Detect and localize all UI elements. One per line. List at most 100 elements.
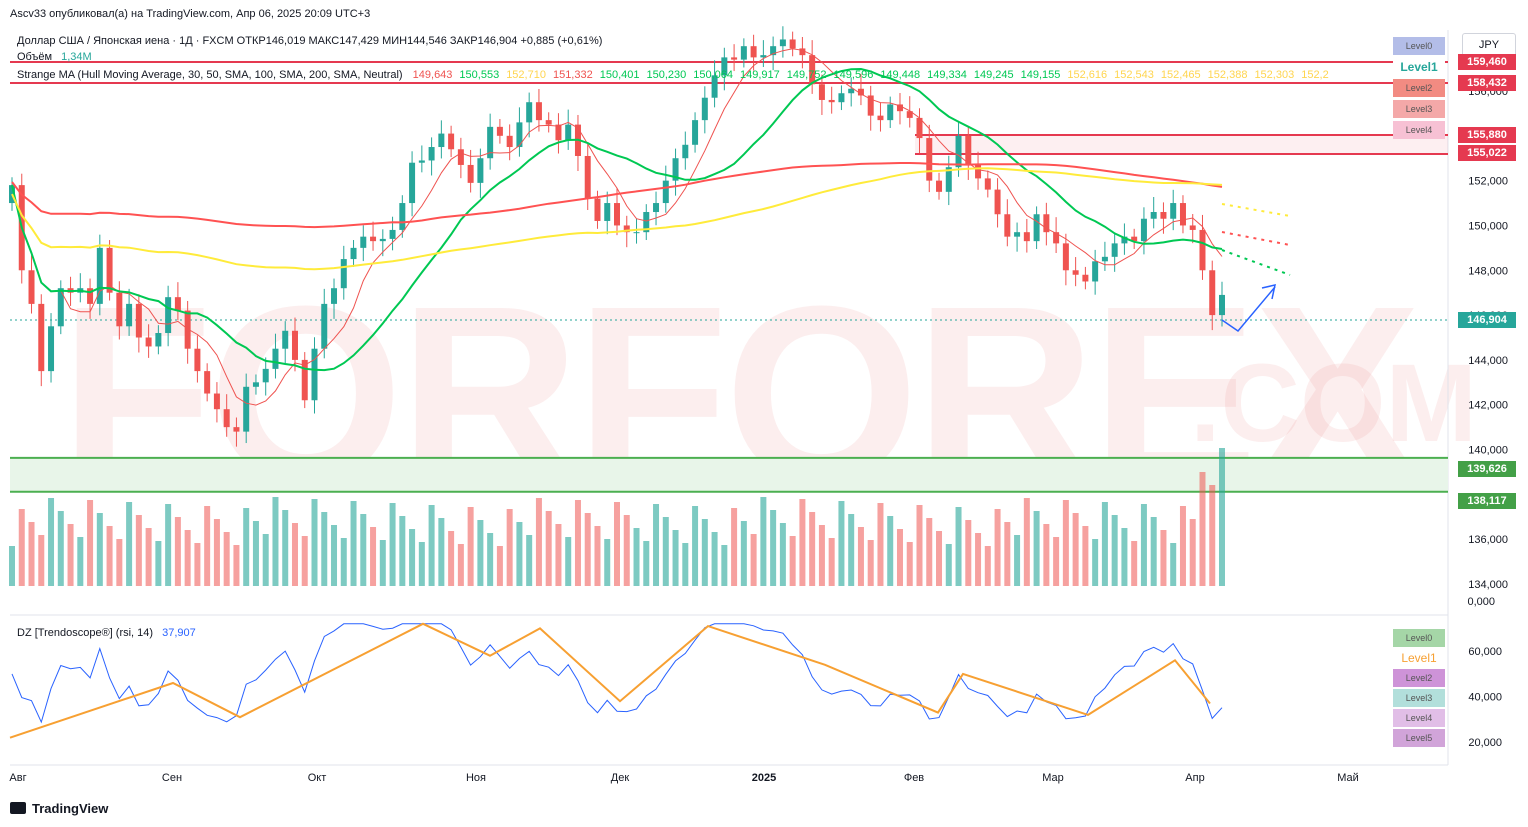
volume-bar [223, 532, 230, 586]
volume-bar [379, 540, 386, 586]
volume-bar [57, 511, 64, 586]
time-axis-label: Апр [1185, 772, 1204, 784]
volume-bar [477, 520, 484, 586]
candle-body [1150, 212, 1157, 219]
candle-body [789, 39, 796, 49]
candle-body [916, 117, 923, 139]
price-level-badge[interactable]: Level2 [1393, 79, 1445, 97]
candle-body [614, 203, 620, 226]
volume-bar [487, 533, 494, 586]
price-level-badge[interactable]: Level1 [1393, 58, 1445, 76]
volume-bar [701, 519, 708, 586]
candle-body [1199, 229, 1206, 271]
price-level-badge[interactable]: Level0 [1393, 37, 1445, 55]
rsi-legend[interactable]: DZ [Trendoscope®] (rsi, 14) 37,907 [17, 627, 196, 639]
candle-body [243, 386, 250, 432]
candle-body [750, 46, 757, 58]
volume-bar [662, 517, 669, 586]
volume-bar [106, 526, 113, 586]
candle-body [516, 122, 523, 148]
candle-body [145, 337, 152, 347]
candle-body [360, 236, 367, 248]
candle-body [770, 46, 777, 56]
candle-body [477, 158, 484, 183]
candle-body [282, 330, 289, 349]
currency-button[interactable]: JPY [1462, 33, 1516, 57]
rsi-level-badge[interactable]: Level3 [1393, 689, 1445, 707]
candle-body [428, 147, 435, 161]
volume-bar [496, 546, 503, 586]
rsi-level-badge[interactable]: Level5 [1393, 729, 1445, 747]
candle-body [643, 212, 650, 233]
strange-ma-value: 152,465 [1160, 69, 1201, 81]
candle-body [496, 126, 503, 136]
volume-bar [1189, 519, 1196, 586]
candle-body [350, 247, 357, 260]
volume-bar [1053, 537, 1060, 586]
strange-ma-value: 150,064 [693, 69, 734, 81]
volume-bar [448, 531, 455, 586]
volume-bar [1111, 515, 1118, 586]
rsi-label: DZ [Trendoscope®] (rsi, 14) [17, 627, 154, 639]
volume-bar [672, 530, 679, 586]
volume-bar [945, 544, 952, 586]
rsi-level-badge[interactable]: Level1 [1393, 649, 1445, 667]
volume-bar [887, 516, 894, 586]
volume-bar [262, 534, 269, 586]
ma30-line [11, 48, 1223, 406]
candle-body [106, 247, 113, 293]
volume-bar [828, 538, 835, 586]
rsi-level-badge[interactable]: Level2 [1393, 669, 1445, 687]
volume-bar [1092, 539, 1099, 586]
candle-body [165, 297, 172, 334]
candle-body [1131, 236, 1138, 242]
volume-bar [38, 535, 45, 586]
volume-bar [350, 501, 357, 586]
candle-body [399, 203, 406, 230]
candle-body [594, 198, 601, 221]
volume-bar [370, 527, 377, 586]
rsi-level-badge[interactable]: Level4 [1393, 709, 1445, 727]
volume-bar [184, 530, 191, 586]
strange-ma-value: 149,334 [927, 69, 967, 81]
candle-body [760, 55, 767, 58]
strange-ma-value: 152,388 [1207, 69, 1248, 81]
volume-bar [506, 509, 513, 586]
candle-body [301, 359, 308, 401]
candle-body [155, 333, 162, 347]
strange-ma-value: 152,2 [1301, 69, 1329, 81]
volume-bar [545, 511, 552, 586]
candle-body [936, 180, 943, 192]
price-level-badge[interactable]: Level4 [1393, 121, 1445, 139]
candle-body [331, 288, 338, 304]
price-axis-label: 148,000 [1468, 265, 1508, 277]
time-axis-label: Дек [611, 772, 630, 784]
rsi-axis-label: 40,000 [1468, 692, 1502, 704]
volume-legend[interactable]: Объём 1,34M [17, 51, 92, 63]
volume-bar [126, 502, 133, 586]
strange-ma-legend[interactable]: Strange MA (Hull Moving Average, 30, 50,… [17, 69, 1329, 81]
volume-bar [1023, 498, 1030, 586]
publish-info: Ascv33 опубликовал(а) на TradingView.com… [10, 8, 371, 20]
candle-body [926, 138, 933, 181]
candle-body [1092, 261, 1099, 282]
tradingview-logo[interactable]: TradingView [10, 801, 108, 816]
volume-bar [643, 541, 650, 586]
rsi-level-badge[interactable]: Level0 [1393, 629, 1445, 647]
candle-body [233, 427, 240, 432]
volume-bar [516, 522, 523, 586]
price-level-badge[interactable]: Level3 [1393, 100, 1445, 118]
candle-body [535, 102, 542, 121]
volume-bar [1014, 535, 1021, 586]
volume-bar [87, 500, 94, 586]
candle-body [379, 238, 386, 242]
symbol-legend[interactable]: Доллар США / Японская иена · 1Д · FXCM О… [17, 35, 603, 47]
candle-body [1043, 214, 1050, 233]
candle-body [1004, 214, 1011, 237]
volume-bar [399, 516, 406, 586]
candle-body [555, 124, 562, 141]
candle-body [818, 84, 825, 100]
price-axis-label: 152,000 [1468, 176, 1508, 188]
